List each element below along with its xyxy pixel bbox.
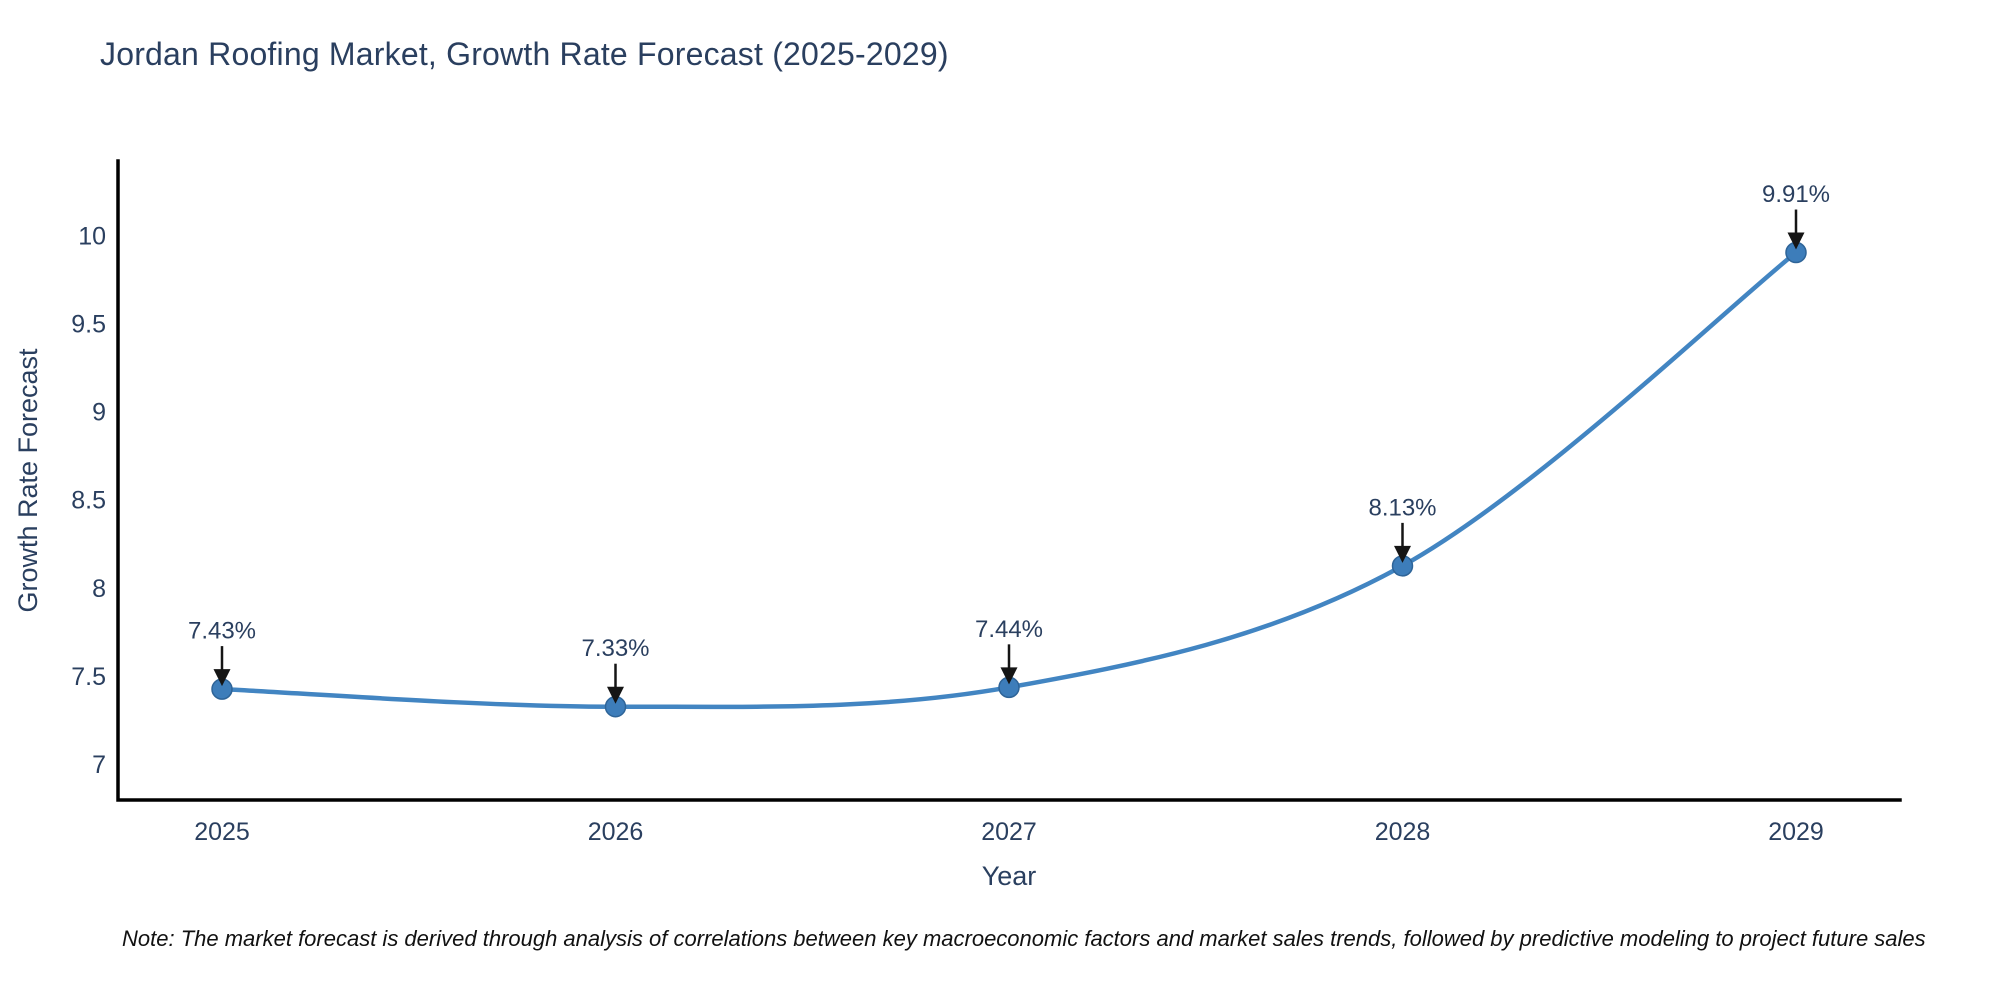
annotation-label: 7.33% — [581, 635, 649, 662]
y-tick-label: 8 — [92, 575, 106, 603]
annotation-label: 8.13% — [1368, 494, 1436, 521]
x-tick-label: 2028 — [1375, 818, 1431, 846]
annotation-arrowhead — [1000, 667, 1018, 685]
y-tick-label: 8.5 — [71, 487, 106, 515]
footnote: Note: The market forecast is derived thr… — [122, 926, 1926, 951]
y-axis-title: Growth Rate Forecast — [13, 348, 43, 613]
annotation-label: 7.43% — [188, 618, 256, 645]
y-tick-label: 9 — [92, 399, 106, 427]
y-tick-label: 7 — [92, 751, 106, 779]
y-tick-label: 10 — [78, 223, 106, 251]
annotation-label: 7.44% — [975, 616, 1043, 643]
x-tick-label: 2027 — [981, 818, 1037, 846]
annotation-arrowhead — [1394, 545, 1411, 563]
chart-title: Jordan Roofing Market, Growth Rate Forec… — [100, 36, 949, 72]
x-axis-title: Year — [982, 861, 1037, 891]
annotation-label: 9.91% — [1762, 181, 1830, 208]
axis-spines — [116, 159, 1902, 802]
x-tick-label: 2026 — [588, 818, 644, 846]
x-tick-label: 2029 — [1768, 818, 1824, 846]
forecast-line — [219, 250, 1799, 710]
annotation-arrowhead — [1787, 232, 1805, 250]
y-tick-label: 9.5 — [71, 311, 106, 339]
x-tick-label: 2025 — [194, 818, 250, 846]
y-tick-label: 7.5 — [71, 663, 106, 691]
annotation-arrowhead — [607, 686, 624, 704]
annotation-arrowhead — [213, 669, 231, 687]
